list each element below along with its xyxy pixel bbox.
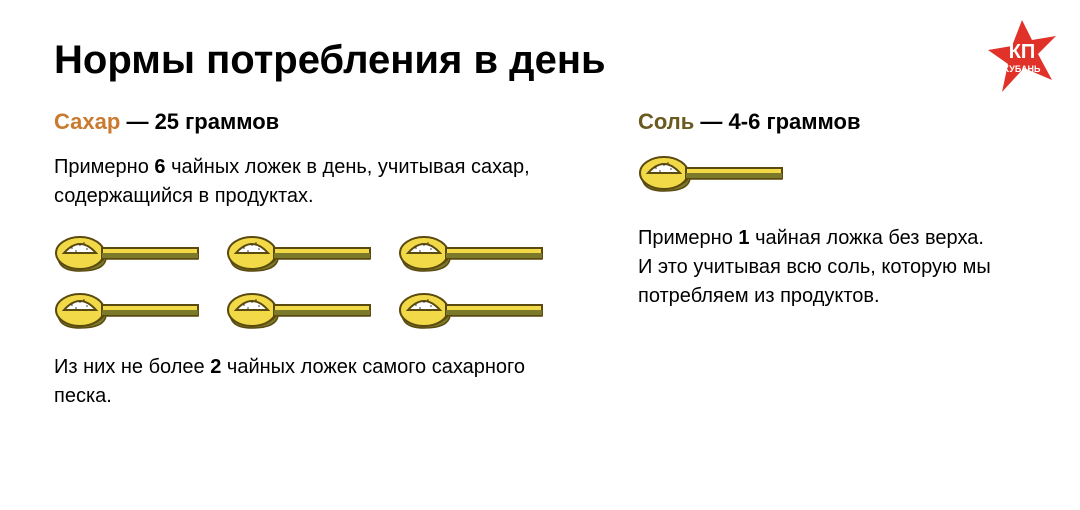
sugar-desc2-bold: 2 [210, 356, 221, 378]
spoon-row [54, 290, 548, 335]
salt-amount: 4-6 граммов [729, 109, 861, 134]
salt-column: Соль — 4-6 граммов Примерно 1 чайная лож… [638, 109, 1026, 411]
sugar-desc1: Примерно 6 чайных ложек в день, учитывая… [54, 153, 548, 211]
content-columns: Сахар — 25 граммов Примерно 6 чайных лож… [54, 109, 1026, 411]
salt-label: Соль [638, 109, 694, 134]
spoon [226, 290, 376, 335]
salt-desc1-pre: Примерно [638, 227, 738, 249]
spoon-icon [638, 153, 788, 193]
kp-logo: КП КУБАНЬ [986, 18, 1058, 101]
spoon-icon [226, 290, 376, 330]
salt-desc1-post: чайная ложка без верха. [750, 227, 984, 249]
spoon [398, 233, 548, 278]
sugar-desc2: Из них не более 2 чайных ложек самого са… [54, 353, 548, 411]
spoon [398, 290, 548, 335]
salt-heading: Соль — 4-6 граммов [638, 109, 1026, 135]
salt-desc1-bold: 1 [738, 227, 749, 249]
spoon-icon [398, 290, 548, 330]
spoon-row [54, 233, 548, 278]
sugar-spoon-grid [54, 233, 548, 335]
sugar-dash: — [126, 109, 154, 134]
sugar-desc1-bold: 6 [154, 156, 165, 178]
sugar-label: Сахар [54, 109, 120, 134]
spoon [226, 233, 376, 278]
spoon [638, 153, 1026, 198]
sugar-heading: Сахар — 25 граммов [54, 109, 548, 135]
spoon-icon [398, 233, 548, 273]
spoon-icon [54, 290, 204, 330]
spoon [54, 233, 204, 278]
sugar-desc1-pre: Примерно [54, 156, 154, 178]
salt-dash: — [700, 109, 728, 134]
logo-text2: КУБАНЬ [1004, 64, 1041, 74]
page-title: Нормы потребления в день [54, 38, 1026, 83]
sugar-amount: 25 граммов [155, 109, 280, 134]
spoon-icon [226, 233, 376, 273]
spoon-icon [54, 233, 204, 273]
spoon [54, 290, 204, 335]
salt-spoon [638, 153, 1026, 198]
logo-text1: КП [1009, 41, 1036, 63]
salt-desc1: Примерно 1 чайная ложка без верха. [638, 224, 1026, 253]
sugar-desc2-pre: Из них не более [54, 356, 210, 378]
sugar-column: Сахар — 25 граммов Примерно 6 чайных лож… [54, 109, 548, 411]
salt-desc2: И это учитывая всю соль, которую мы потр… [638, 253, 1026, 311]
